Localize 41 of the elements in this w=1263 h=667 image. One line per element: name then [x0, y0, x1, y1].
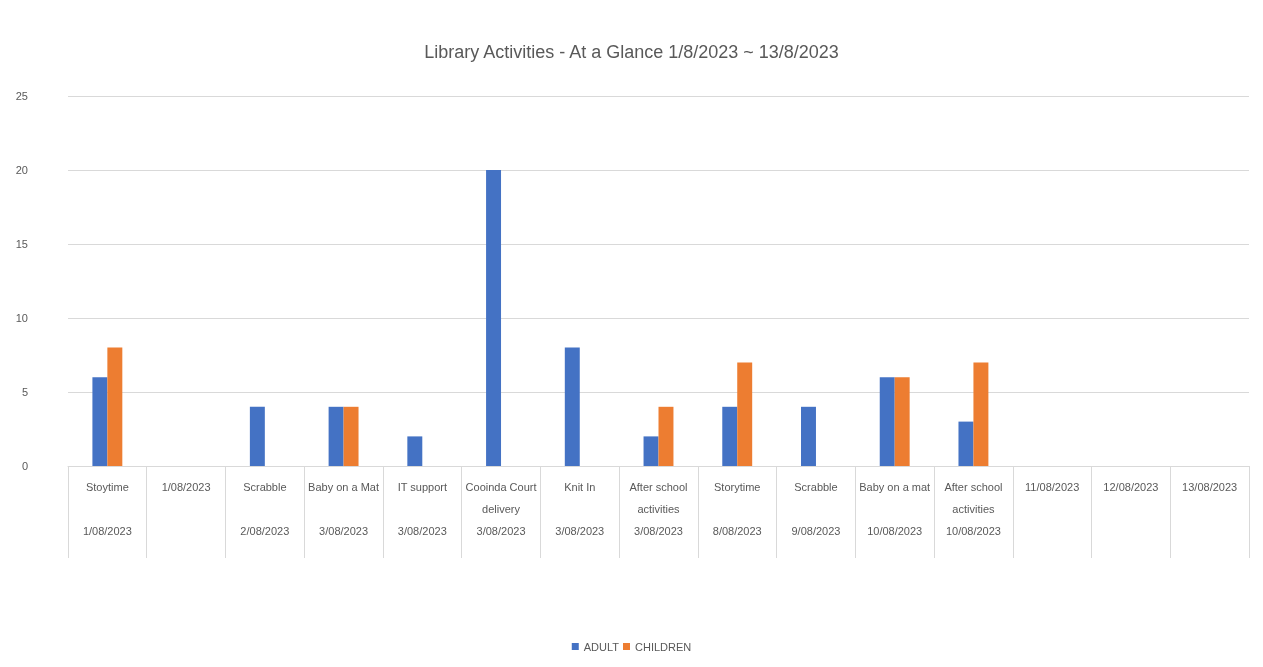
bar [958, 421, 974, 466]
bar [343, 406, 359, 466]
x-tick-label: 11/08/2023 [1025, 481, 1080, 493]
bar [722, 406, 738, 466]
y-tick-label: 25 [15, 90, 28, 102]
bar [486, 170, 502, 466]
bar [92, 377, 108, 466]
y-tick-label: 0 [21, 460, 28, 472]
x-tick-label: After school activities 3/08/2023 [629, 481, 688, 537]
bar [249, 406, 265, 466]
bar [737, 362, 753, 466]
y-tick-label: 5 [21, 386, 28, 398]
bar [879, 377, 895, 466]
legend-label: CHILDREN [635, 640, 692, 653]
category-label: Knit In 3/08/2023 [555, 481, 605, 537]
bar [658, 406, 674, 466]
x-tick-label: 1/08/2023 [161, 481, 211, 493]
bar [643, 436, 659, 466]
category-label: Scrabble 9/08/2023 [791, 481, 841, 537]
x-tick-label: Cooinda Court delivery 3/08/2023 [465, 481, 537, 537]
category-label: Stoytime 1/08/2023 [82, 481, 132, 537]
bar [328, 406, 344, 466]
category-label: Baby on a Mat 3/08/2023 [308, 481, 380, 537]
bar [107, 347, 123, 466]
x-tick-label: 12/08/2023 [1103, 481, 1159, 493]
bar [973, 362, 989, 466]
category-label: Storytime 8/08/2023 [712, 481, 762, 537]
chart-title: Library Activities - At a Glance 1/8/2023 ~ 13/8/2023 [424, 42, 839, 62]
category-label: Scrabble 2/08/2023 [240, 481, 290, 537]
category-label: Baby on a mat 10/08/2023 [859, 481, 931, 537]
x-tick-label: 13/08/2023 [1182, 481, 1238, 493]
bar [801, 406, 816, 466]
category-label: IT support 3/08/2023 [397, 481, 447, 537]
bar [564, 347, 580, 466]
legend-label: ADULT [583, 640, 620, 653]
x-tick-label: After school activities 10/08/2023 [944, 481, 1003, 537]
y-tick-label: 15 [15, 238, 28, 250]
y-tick-label: 20 [15, 164, 28, 176]
y-tick-label: 10 [15, 312, 28, 324]
bar [407, 436, 423, 466]
bar [894, 377, 910, 466]
